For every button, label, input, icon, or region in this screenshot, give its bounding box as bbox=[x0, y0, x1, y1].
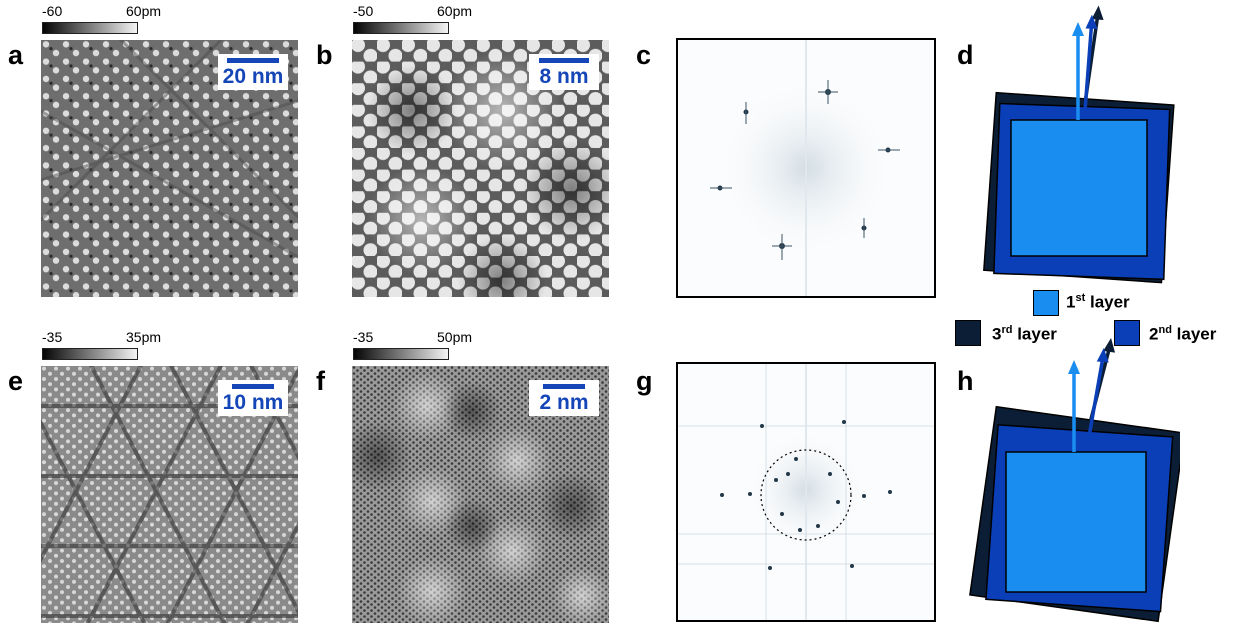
panel-label-c: c bbox=[636, 40, 652, 70]
scalebar-line-f bbox=[543, 384, 585, 389]
scalebar-f: 2 nm bbox=[529, 380, 599, 416]
scalebar-line-a bbox=[227, 58, 279, 63]
scalebar-line-b bbox=[539, 58, 589, 63]
colorbar-max-e: 35pm bbox=[126, 329, 162, 345]
legend-label-layer2: 2nd layer bbox=[1149, 324, 1217, 344]
colorbar-max-f: 50pm bbox=[437, 329, 473, 345]
legend-swatch-layer2 bbox=[1114, 320, 1140, 346]
legend-label-layer3: 3rd layer bbox=[992, 324, 1057, 344]
scalebar-label-f: 2 nm bbox=[539, 391, 589, 414]
scalebar-b: 8 nm bbox=[529, 54, 599, 90]
panel-label-a: a bbox=[8, 40, 24, 70]
fft-image-g bbox=[676, 362, 936, 622]
legend-swatch-layer1 bbox=[1033, 290, 1059, 316]
fft-image-c bbox=[676, 38, 936, 298]
colorbar-e bbox=[42, 348, 138, 360]
panel-label-g: g bbox=[636, 366, 653, 396]
panel-label-d: d bbox=[957, 40, 974, 70]
colorbar-max-a: 60pm bbox=[126, 3, 162, 19]
panel-label-e: e bbox=[8, 366, 24, 396]
panel-label-h: h bbox=[957, 366, 974, 396]
scalebar-e: 10 nm bbox=[218, 380, 288, 416]
layer-schematic-h bbox=[960, 330, 1180, 626]
scalebar-label-e: 10 nm bbox=[222, 391, 284, 414]
colorbar-min-e: -35 bbox=[42, 329, 63, 345]
legend-swatch-layer3 bbox=[955, 320, 981, 346]
panel-label-b: b bbox=[316, 40, 333, 70]
colorbar-max-b: 60pm bbox=[437, 3, 473, 19]
colorbar-min-a: -60 bbox=[42, 3, 63, 19]
layer-schematic-d bbox=[960, 0, 1180, 300]
colorbar-b bbox=[353, 22, 449, 34]
legend-label-layer1: 1st layer bbox=[1066, 292, 1130, 312]
colorbar-min-f: -35 bbox=[353, 329, 374, 345]
scalebar-label-a: 20 nm bbox=[222, 65, 284, 88]
scalebar-a: 20 nm bbox=[218, 54, 288, 90]
colorbar-a bbox=[42, 22, 138, 34]
scalebar-label-b: 8 nm bbox=[539, 65, 589, 88]
colorbar-f bbox=[353, 348, 449, 360]
scalebar-line-e bbox=[232, 384, 274, 389]
panel-label-f: f bbox=[316, 366, 325, 396]
colorbar-min-b: -50 bbox=[353, 3, 374, 19]
